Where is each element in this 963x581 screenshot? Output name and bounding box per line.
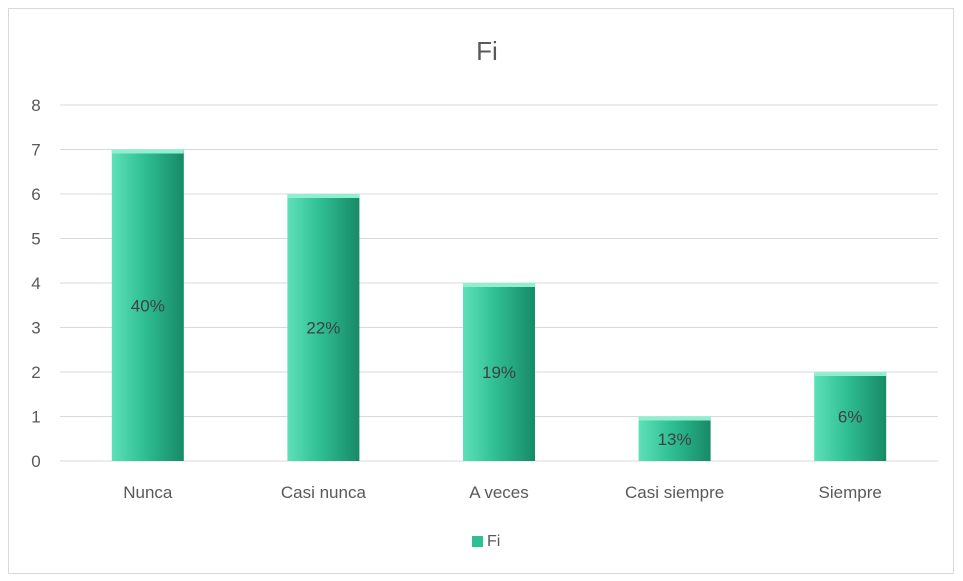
x-axis-categories: Nunca Casi nunca A veces Casi siempre Siempr… <box>123 483 882 502</box>
bar-top-highlight <box>463 283 535 287</box>
bar <box>463 283 535 461</box>
y-tick-label: 5 <box>31 230 40 249</box>
y-axis-ticks: 0 1 2 3 4 5 6 7 8 <box>31 96 40 471</box>
legend: Fi <box>472 533 500 550</box>
bars: 40% 22% 19% 13% 6% <box>111 149 887 461</box>
y-tick-label: 1 <box>31 408 40 427</box>
data-label: 22% <box>306 319 340 338</box>
bar <box>814 372 887 461</box>
y-tick-label: 0 <box>31 452 40 471</box>
data-label: 13% <box>658 430 692 449</box>
bar-top-highlight <box>287 194 360 198</box>
y-tick-label: 8 <box>31 96 40 115</box>
y-tick-label: 3 <box>31 319 40 338</box>
legend-swatch <box>472 536 483 547</box>
bar-top-highlight <box>638 416 711 421</box>
y-tick-label: 4 <box>31 274 40 293</box>
x-category-label: Nunca <box>123 483 173 502</box>
y-tick-label: 6 <box>31 185 40 204</box>
data-label: 40% <box>131 296 165 315</box>
x-category-label: Casi siempre <box>625 483 724 502</box>
gridlines <box>60 104 938 462</box>
chart-title: Fi <box>476 36 498 66</box>
x-category-label: Siempre <box>819 483 882 502</box>
bar-top-highlight <box>814 372 887 376</box>
data-label: 19% <box>482 363 516 382</box>
x-category-label: A veces <box>469 483 529 502</box>
y-tick-label: 7 <box>31 141 40 160</box>
bar-top-highlight <box>111 149 184 154</box>
bar <box>638 416 711 461</box>
y-tick-label: 2 <box>31 363 40 382</box>
bar <box>287 194 360 461</box>
data-label: 6% <box>838 408 863 427</box>
bar <box>111 149 184 461</box>
legend-label: Fi <box>487 533 500 550</box>
x-category-label: Casi nunca <box>281 483 367 502</box>
